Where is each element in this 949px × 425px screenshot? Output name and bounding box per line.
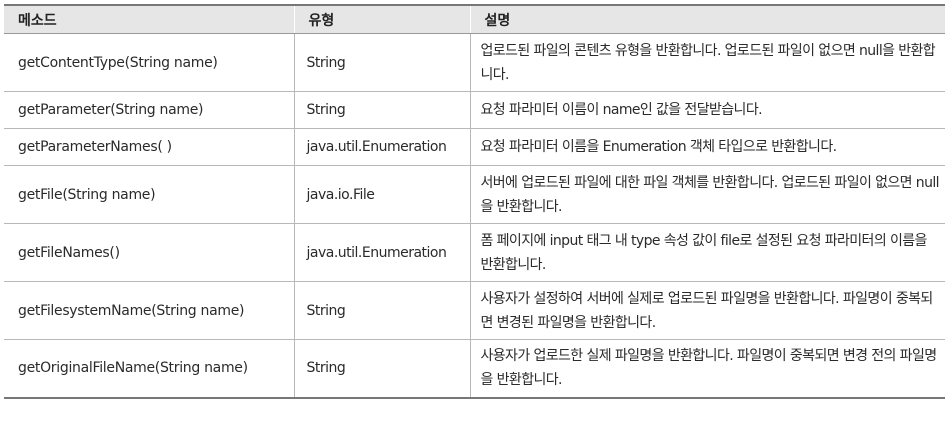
table-row: getParameter(String name) String 요청 파라미터… <box>4 91 945 129</box>
description-cell: 사용자가 업로드한 실제 파일명을 반환합니다. 파일명이 중복되면 변경 전의… <box>469 339 945 398</box>
header-description: 설명 <box>469 4 945 34</box>
header-type: 유형 <box>293 4 470 34</box>
type-cell: java.util.Enumeration <box>293 223 470 282</box>
description-cell: 업로드된 파일의 콘텐츠 유형을 반환합니다. 업로드된 파일이 없으면 nul… <box>469 33 945 92</box>
method-cell: getFileNames() <box>4 223 294 282</box>
description-cell: 사용자가 설정하여 서버에 실제로 업로드된 파일명을 반환합니다. 파일명이 … <box>469 281 945 340</box>
type-cell: java.io.File <box>293 165 470 224</box>
table-header-row: 메소드 유형 설명 <box>4 4 945 34</box>
method-cell: getContentType(String name) <box>4 33 294 92</box>
table-row: getContentType(String name) String 업로드된 … <box>4 33 945 92</box>
type-cell: java.util.Enumeration <box>293 128 470 166</box>
table-row: getOriginalFileName(String name) String … <box>4 339 945 398</box>
table-row: getParameterNames( ) java.util.Enumerati… <box>4 128 945 166</box>
type-cell: String <box>293 33 470 92</box>
description-cell: 서버에 업로드된 파일에 대한 파일 객체를 반환합니다. 업로드된 파일이 없… <box>469 165 945 224</box>
method-cell: getOriginalFileName(String name) <box>18 360 248 377</box>
method-cell: getParameter(String name) <box>4 91 294 129</box>
type-cell: String <box>293 339 470 398</box>
method-cell: getFile(String name) <box>4 165 294 224</box>
description-cell: 요청 파라미터 이름을 Enumeration 객체 타입으로 반환합니다. <box>469 128 945 166</box>
method-table: 메소드 유형 설명 getContentType(String name) St… <box>4 4 945 399</box>
header-method: 메소드 <box>4 4 294 34</box>
method-cell: getParameterNames( ) <box>4 128 294 166</box>
method-cell: getFilesystemName(String name) <box>4 281 294 340</box>
type-cell: String <box>293 91 470 129</box>
table-row: getFileNames() java.util.Enumeration 폼 페… <box>4 223 945 282</box>
table-row: getFile(String name) java.io.File 서버에 업로… <box>4 165 945 224</box>
type-cell: String <box>293 281 470 340</box>
table-row: getFilesystemName(String name) String 사용… <box>4 281 945 340</box>
description-cell: 폼 페이지에 input 태그 내 type 속성 값이 file로 설정된 요… <box>469 223 945 282</box>
description-cell: 요청 파라미터 이름이 name인 값을 전달받습니다. <box>469 91 945 129</box>
